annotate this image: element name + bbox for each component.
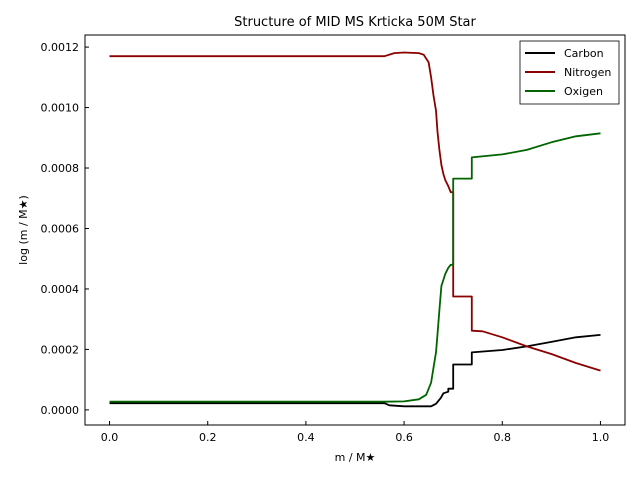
x-tick-label: 0.8 — [494, 431, 512, 444]
x-tick-label: 0.6 — [395, 431, 413, 444]
plot-area — [84, 34, 626, 426]
y-axis: 0.0000 0.0002 0.0004 0.0006 0.0008 0.0010 0.00… — [41, 41, 89, 417]
y-tick-label: 0.0008 — [41, 162, 80, 175]
y-tick-label: 0.0004 — [41, 283, 80, 296]
x-tick-label: 0.2 — [199, 431, 217, 444]
y-tick-label: 0.0006 — [41, 222, 80, 235]
series-layer — [109, 51, 601, 408]
x-tick-label: 0.0 — [101, 431, 119, 444]
legend-label-oxigen: Oxigen — [564, 85, 603, 98]
chart-title: Structure of MID MS Krticka 50M Star — [234, 15, 476, 30]
x-tick-label: 1.0 — [592, 431, 610, 444]
y-tick-label: 0.0002 — [41, 343, 80, 356]
x-axis-label: m / M★ — [335, 451, 376, 464]
y-tick-label: 0.0000 — [41, 404, 80, 417]
y-axis-label: log (m / M★) — [17, 195, 30, 265]
y-tick-label: 0.0010 — [41, 102, 80, 115]
series-line-oxigen — [109, 132, 601, 403]
x-tick-label: 0.4 — [297, 431, 315, 444]
legend-label-carbon: Carbon — [564, 47, 604, 60]
legend-label-nitrogen: Nitrogen — [564, 66, 611, 79]
x-axis: 0.0 0.2 0.4 0.6 0.8 1.0 — [101, 421, 609, 444]
series-line-nitrogen — [109, 51, 601, 372]
legend: Carbon Nitrogen Oxigen — [519, 40, 620, 105]
y-tick-label: 0.0012 — [41, 41, 80, 54]
